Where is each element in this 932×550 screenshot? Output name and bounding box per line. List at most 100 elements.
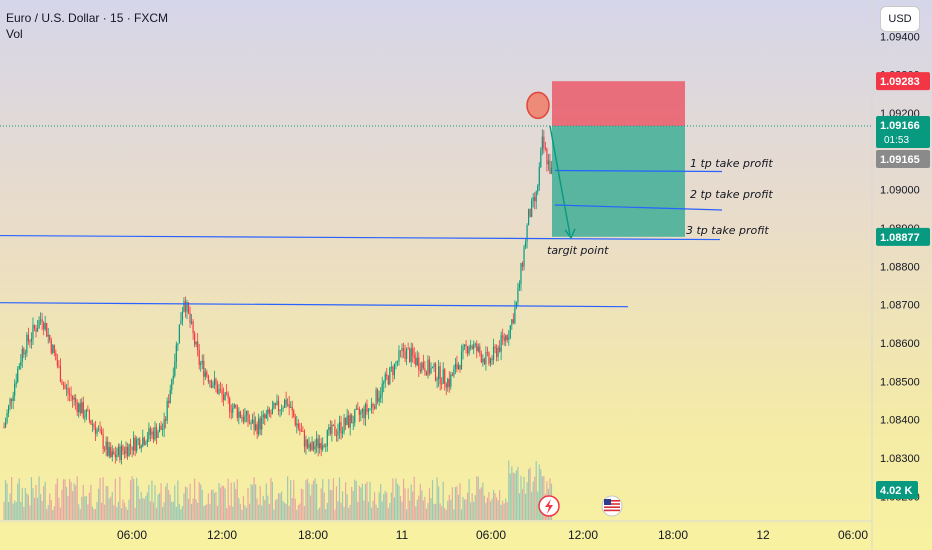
candle-body xyxy=(357,408,359,410)
candle xyxy=(474,342,476,348)
candle-body xyxy=(523,247,525,267)
volume-bar xyxy=(123,502,126,520)
volume-bar xyxy=(271,481,273,520)
candle xyxy=(35,325,37,338)
candle xyxy=(274,402,277,409)
candle-body xyxy=(502,335,504,338)
candle-body xyxy=(415,357,417,366)
candle-body xyxy=(534,197,536,202)
chart-header: Euro / U.S. Dollar · 15 · FXCM Vol xyxy=(6,10,168,42)
candle-body xyxy=(26,334,28,354)
volume-bar xyxy=(27,495,29,520)
candle-body xyxy=(163,419,165,430)
candle xyxy=(444,367,446,391)
candle-body xyxy=(268,409,270,414)
candle-body xyxy=(160,425,162,430)
candle-body xyxy=(87,410,89,411)
volume-bar xyxy=(4,480,7,520)
volume-bar xyxy=(186,487,188,520)
candle xyxy=(226,383,228,396)
price-tick: 1.08300 xyxy=(880,453,920,465)
candle xyxy=(430,362,432,375)
candle xyxy=(485,346,487,371)
candle xyxy=(331,421,333,442)
candle-body xyxy=(258,418,260,435)
volume-bar xyxy=(72,491,74,520)
candle xyxy=(434,361,437,382)
volume-bar xyxy=(473,501,475,520)
volume-bar xyxy=(75,485,77,520)
candle xyxy=(36,320,39,332)
volume-bar xyxy=(94,509,97,520)
candle xyxy=(113,448,115,455)
volume-bar xyxy=(245,507,248,520)
candle xyxy=(65,383,68,397)
drawings[interactable]: 1 tp take profit 2 tp take profit 3 tp tak… xyxy=(0,91,872,308)
candle xyxy=(442,362,444,384)
candle xyxy=(325,443,327,453)
candle xyxy=(334,419,336,437)
candle-body xyxy=(229,398,231,412)
price-axis[interactable]: 1.094001.093001.092001.090001.089001.088… xyxy=(876,31,930,503)
symbol-title[interactable]: Euro / U.S. Dollar · 15 · FXCM xyxy=(6,11,169,25)
volume-bar xyxy=(500,504,502,520)
volume-bar xyxy=(511,466,513,520)
candle xyxy=(335,428,338,442)
target-arrow xyxy=(549,125,571,235)
candle-body xyxy=(306,439,309,449)
candle xyxy=(320,438,322,457)
candle-body xyxy=(460,351,463,370)
currency-button[interactable]: USD xyxy=(880,6,920,32)
candle-body xyxy=(355,408,357,410)
volume-bar xyxy=(82,484,84,520)
candle-body xyxy=(325,446,327,447)
candle xyxy=(279,409,281,418)
volume-bar xyxy=(190,504,193,520)
time-axis[interactable]: 06:00 12:00 18:00 11 06:00 12:00 18:00 12 06:00 xyxy=(0,495,872,542)
candle-body xyxy=(285,399,287,405)
candle-body xyxy=(149,428,151,435)
candle xyxy=(91,419,94,433)
candle xyxy=(532,193,534,208)
volume-bar xyxy=(448,494,450,520)
volume-bar xyxy=(293,480,295,520)
candle-body xyxy=(259,418,261,430)
candle-body xyxy=(113,451,115,455)
volume-bar xyxy=(518,493,521,520)
candle-body xyxy=(58,365,60,367)
candle-body xyxy=(290,406,292,408)
volume-bar xyxy=(427,502,429,520)
tp1-line xyxy=(554,169,723,173)
candle xyxy=(509,325,511,340)
volume-bar xyxy=(236,479,238,520)
candle-body xyxy=(407,348,409,350)
candle-body xyxy=(489,358,492,364)
candle-body xyxy=(90,419,92,425)
volume-indicator-label[interactable]: Vol xyxy=(6,27,23,41)
candle-body xyxy=(14,384,16,396)
candle xyxy=(280,404,283,416)
candle xyxy=(349,413,351,436)
candle xyxy=(41,312,43,331)
candle xyxy=(319,435,321,454)
candle-body xyxy=(7,405,10,414)
candle-body xyxy=(332,424,334,426)
candle-body xyxy=(43,322,45,330)
candle-body xyxy=(402,348,405,352)
volume-bar xyxy=(155,507,158,520)
candle-body xyxy=(178,324,180,344)
candle-body xyxy=(67,388,69,394)
volume-bar xyxy=(279,493,281,520)
volume-bar xyxy=(303,506,306,520)
volume-bar xyxy=(529,467,531,520)
candle-body xyxy=(239,411,241,418)
candle-body xyxy=(36,328,39,332)
volume-bar xyxy=(476,476,478,520)
volume-bar xyxy=(314,478,316,520)
candle xyxy=(40,312,42,325)
position-tool[interactable] xyxy=(552,81,685,237)
candle xyxy=(186,299,188,320)
volume-bar xyxy=(538,464,540,520)
candle xyxy=(392,365,394,382)
